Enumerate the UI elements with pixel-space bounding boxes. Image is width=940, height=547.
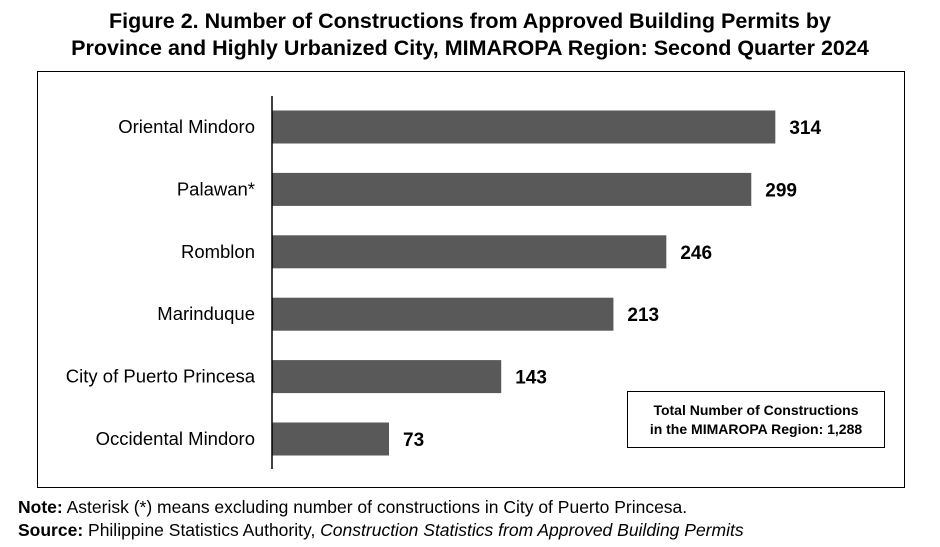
total-box-line-1: Total Number of Constructions	[653, 401, 859, 418]
data-label: 73	[403, 430, 424, 451]
note-text: Asterisk (*) means excluding number of c…	[62, 497, 688, 517]
bar	[272, 235, 667, 269]
chart-title: Figure 2. Number of Constructions from A…	[0, 8, 940, 62]
category-label: City of Puerto Princesa	[66, 366, 256, 387]
note-line: Note: Asterisk (*) means excluding numbe…	[18, 496, 744, 519]
chart-frame	[37, 71, 905, 488]
chart-title-line-1: Figure 2. Number of Constructions from A…	[109, 9, 831, 33]
category-label: Occidental Mindoro	[96, 428, 255, 449]
bar	[272, 172, 752, 206]
category-label: Palawan*	[177, 178, 255, 199]
source-text: Philippine Statistics Authority,	[83, 520, 321, 540]
data-label: 143	[515, 368, 547, 389]
total-box-line-2: in the MIMAROPA Region: 1,288	[649, 420, 863, 437]
source-line: Source: Philippine Statistics Authority,…	[18, 519, 744, 542]
bar	[272, 422, 390, 456]
category-label: Marinduque	[157, 303, 255, 324]
source-label: Source:	[18, 520, 84, 540]
data-label: 246	[680, 243, 712, 264]
data-label: 314	[789, 118, 821, 139]
total-constructions-box: Total Number of Constructions in the MIM…	[627, 391, 885, 448]
bar	[272, 360, 502, 394]
bar-chart: Oriental Mindoro 314 Palawan* 299 Romblon 246…	[66, 96, 821, 469]
note-label: Note:	[18, 497, 63, 517]
source-title: Construction Statistics from Approved Bu…	[320, 520, 744, 540]
category-label: Romblon	[181, 241, 255, 262]
data-label: 299	[765, 180, 797, 201]
chart-title-line-2: Province and Highly Urbanized City, MIMA…	[71, 36, 869, 60]
category-label: Oriental Mindoro	[118, 116, 255, 137]
data-label: 213	[627, 305, 659, 326]
footnotes: Note: Asterisk (*) means excluding numbe…	[18, 496, 744, 542]
bar	[272, 297, 614, 331]
bar	[272, 110, 776, 144]
